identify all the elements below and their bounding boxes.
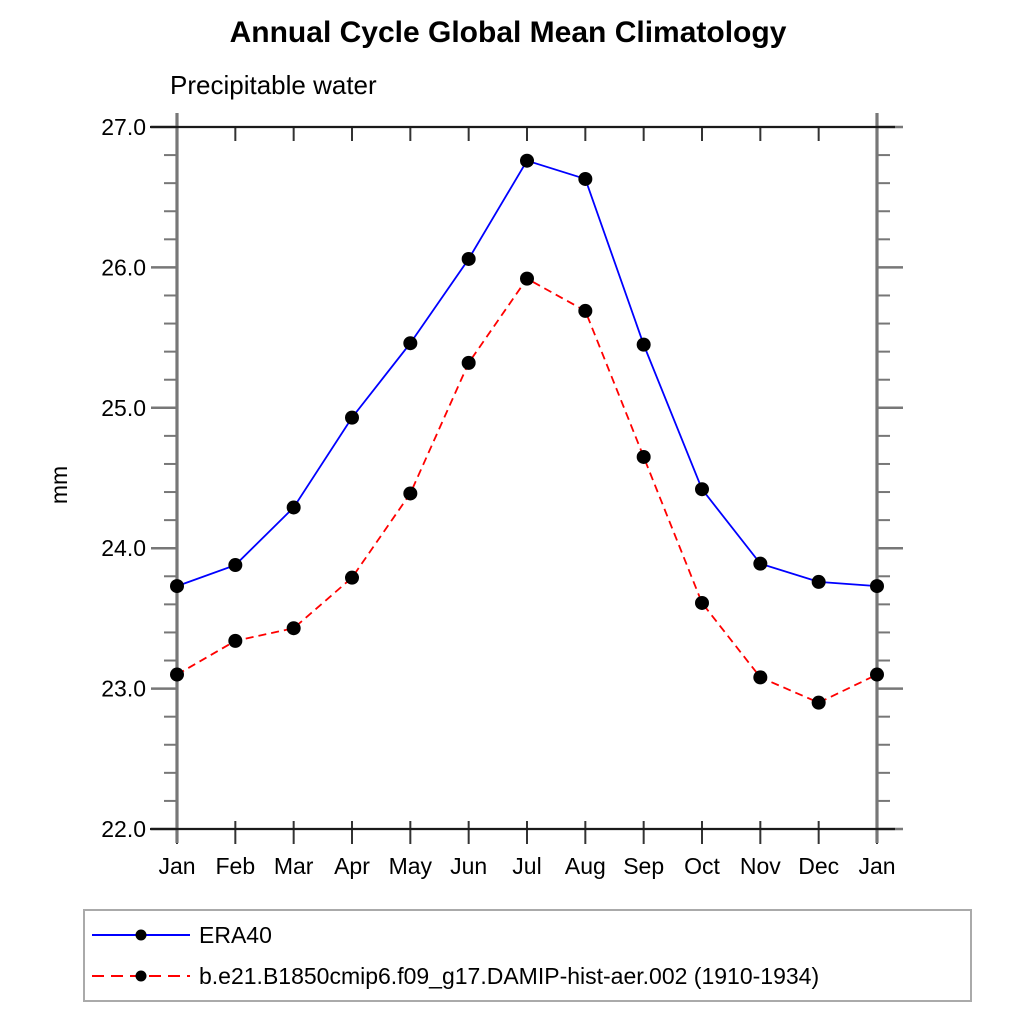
chart-title: Annual Cycle Global Mean Climatology xyxy=(229,16,787,49)
legend-sample-dashed-line-icon xyxy=(92,970,190,982)
x-tick-label: Dec xyxy=(798,853,839,879)
x-tick-label: Jan xyxy=(158,853,195,879)
x-tick-label: Apr xyxy=(334,853,370,879)
data-point-marker xyxy=(811,695,826,710)
x-tick-label: Feb xyxy=(216,853,256,879)
data-point-marker xyxy=(636,449,651,464)
y-ticks: 22.0 23.0 24.0 25.0 26.0 27.0 xyxy=(101,114,903,842)
series-line xyxy=(176,159,878,588)
legend-row-model: b.e21.B1850cmip6.f09_g17.DAMIP-hist-aer.… xyxy=(89,956,970,997)
data-point-marker xyxy=(228,558,243,573)
x-tick-label: Mar xyxy=(274,853,314,879)
data-point-marker xyxy=(753,670,768,685)
data-point-marker xyxy=(578,303,593,318)
y-tick-label: 25.0 xyxy=(101,395,146,421)
legend-box: ERA40 b.e21.B1850cmip6.f09_g17.DAMIP-his… xyxy=(83,909,972,1002)
x-tick-label: Jun xyxy=(450,853,487,879)
data-point-marker xyxy=(520,153,534,168)
data-point-marker xyxy=(345,570,359,585)
data-point-marker xyxy=(811,574,826,589)
data-point-marker xyxy=(461,251,476,266)
series-era40 xyxy=(170,153,884,594)
chart-subtitle: Precipitable water xyxy=(170,70,377,100)
data-point-marker xyxy=(870,667,884,682)
legend-label-model: b.e21.B1850cmip6.f09_g17.DAMIP-hist-aer.… xyxy=(199,962,820,989)
y-tick-label: 24.0 xyxy=(101,535,146,561)
data-point-marker xyxy=(228,633,243,648)
data-point-marker xyxy=(520,271,534,286)
x-tick-label: Nov xyxy=(740,853,781,879)
series-model xyxy=(170,271,884,710)
axis-frame xyxy=(150,113,895,843)
data-point-marker xyxy=(753,556,768,571)
x-ticks: Jan Feb Mar Apr May Jun Jul Aug Sep Oct Nov Dec Jan xyxy=(158,127,896,879)
data-point-marker xyxy=(636,337,651,352)
legend-label-era40: ERA40 xyxy=(199,921,272,948)
data-point-marker xyxy=(286,500,301,515)
data-point-marker xyxy=(870,579,884,594)
data-point-marker xyxy=(578,171,593,186)
x-tick-label: Sep xyxy=(623,853,664,879)
data-point-marker xyxy=(286,621,301,636)
data-point-marker xyxy=(170,667,184,682)
y-tick-label: 23.0 xyxy=(101,676,146,702)
series-line xyxy=(176,277,878,704)
data-point-marker xyxy=(345,410,359,425)
data-point-marker xyxy=(695,595,709,610)
y-tick-label: 27.0 xyxy=(101,114,146,140)
y-tick-label: 26.0 xyxy=(101,254,146,280)
x-tick-label: Jan xyxy=(858,853,895,879)
x-tick-label: Aug xyxy=(565,853,606,879)
x-tick-label: Jul xyxy=(512,853,541,879)
data-point-marker xyxy=(170,579,184,594)
x-tick-label: May xyxy=(389,853,433,879)
data-point-marker xyxy=(695,482,709,497)
data-point-marker xyxy=(461,355,476,370)
y-tick-label: 22.0 xyxy=(101,816,146,842)
legend-sample-solid-line-icon xyxy=(92,929,190,941)
x-tick-label: Oct xyxy=(684,853,720,879)
data-point-marker xyxy=(403,336,418,351)
legend-row-era40: ERA40 xyxy=(89,915,970,956)
data-point-marker xyxy=(403,486,418,501)
